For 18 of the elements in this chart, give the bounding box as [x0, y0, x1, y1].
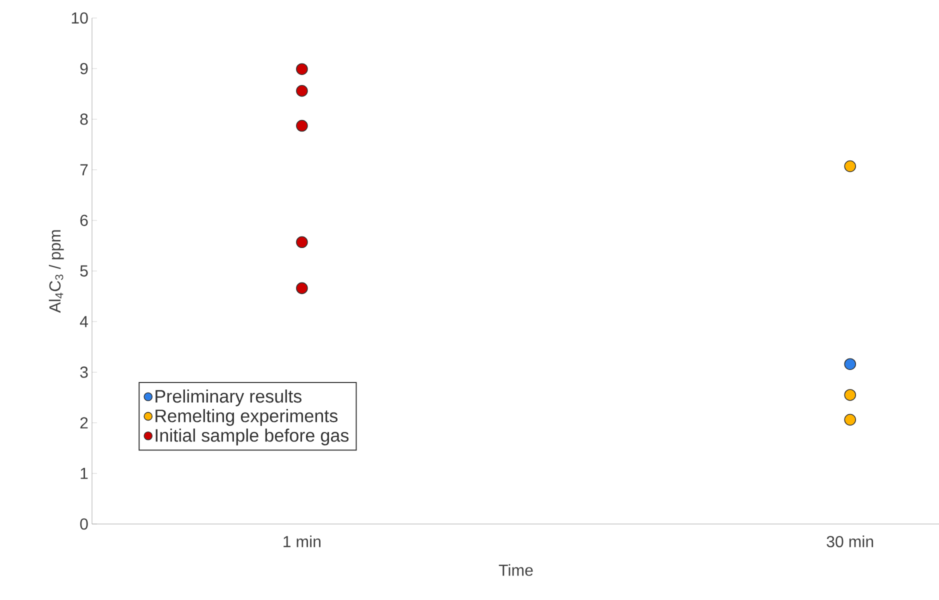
- y-tick-label: 1: [80, 468, 88, 479]
- y-tick-label: 10: [72, 12, 88, 24]
- y-tick-label: 7: [80, 164, 88, 176]
- y-tick-label: 0: [80, 518, 88, 530]
- x-tick-label: 30 min: [826, 536, 874, 548]
- legend-label: Preliminary results: [156, 389, 302, 406]
- legend-label: Initial sample before gas: [156, 428, 349, 446]
- y-tick-label: 2: [80, 417, 88, 428]
- x-tick-label: 1 min: [284, 536, 320, 548]
- y-tick-label: 9: [80, 62, 88, 74]
- y-tick-label: 3: [80, 366, 88, 378]
- y-tick-label: 5: [80, 265, 88, 277]
- y-axis-title: Al$_{4}$C$_{3}$ / ppm: [48, 230, 64, 313]
- y-tick-label: 4: [80, 316, 88, 328]
- x-axis-title: Time: [498, 564, 533, 576]
- y-tick-label: 6: [80, 214, 88, 226]
- y-tick-label: 8: [80, 114, 88, 125]
- legend-label: Remelting experiments: [156, 409, 338, 426]
